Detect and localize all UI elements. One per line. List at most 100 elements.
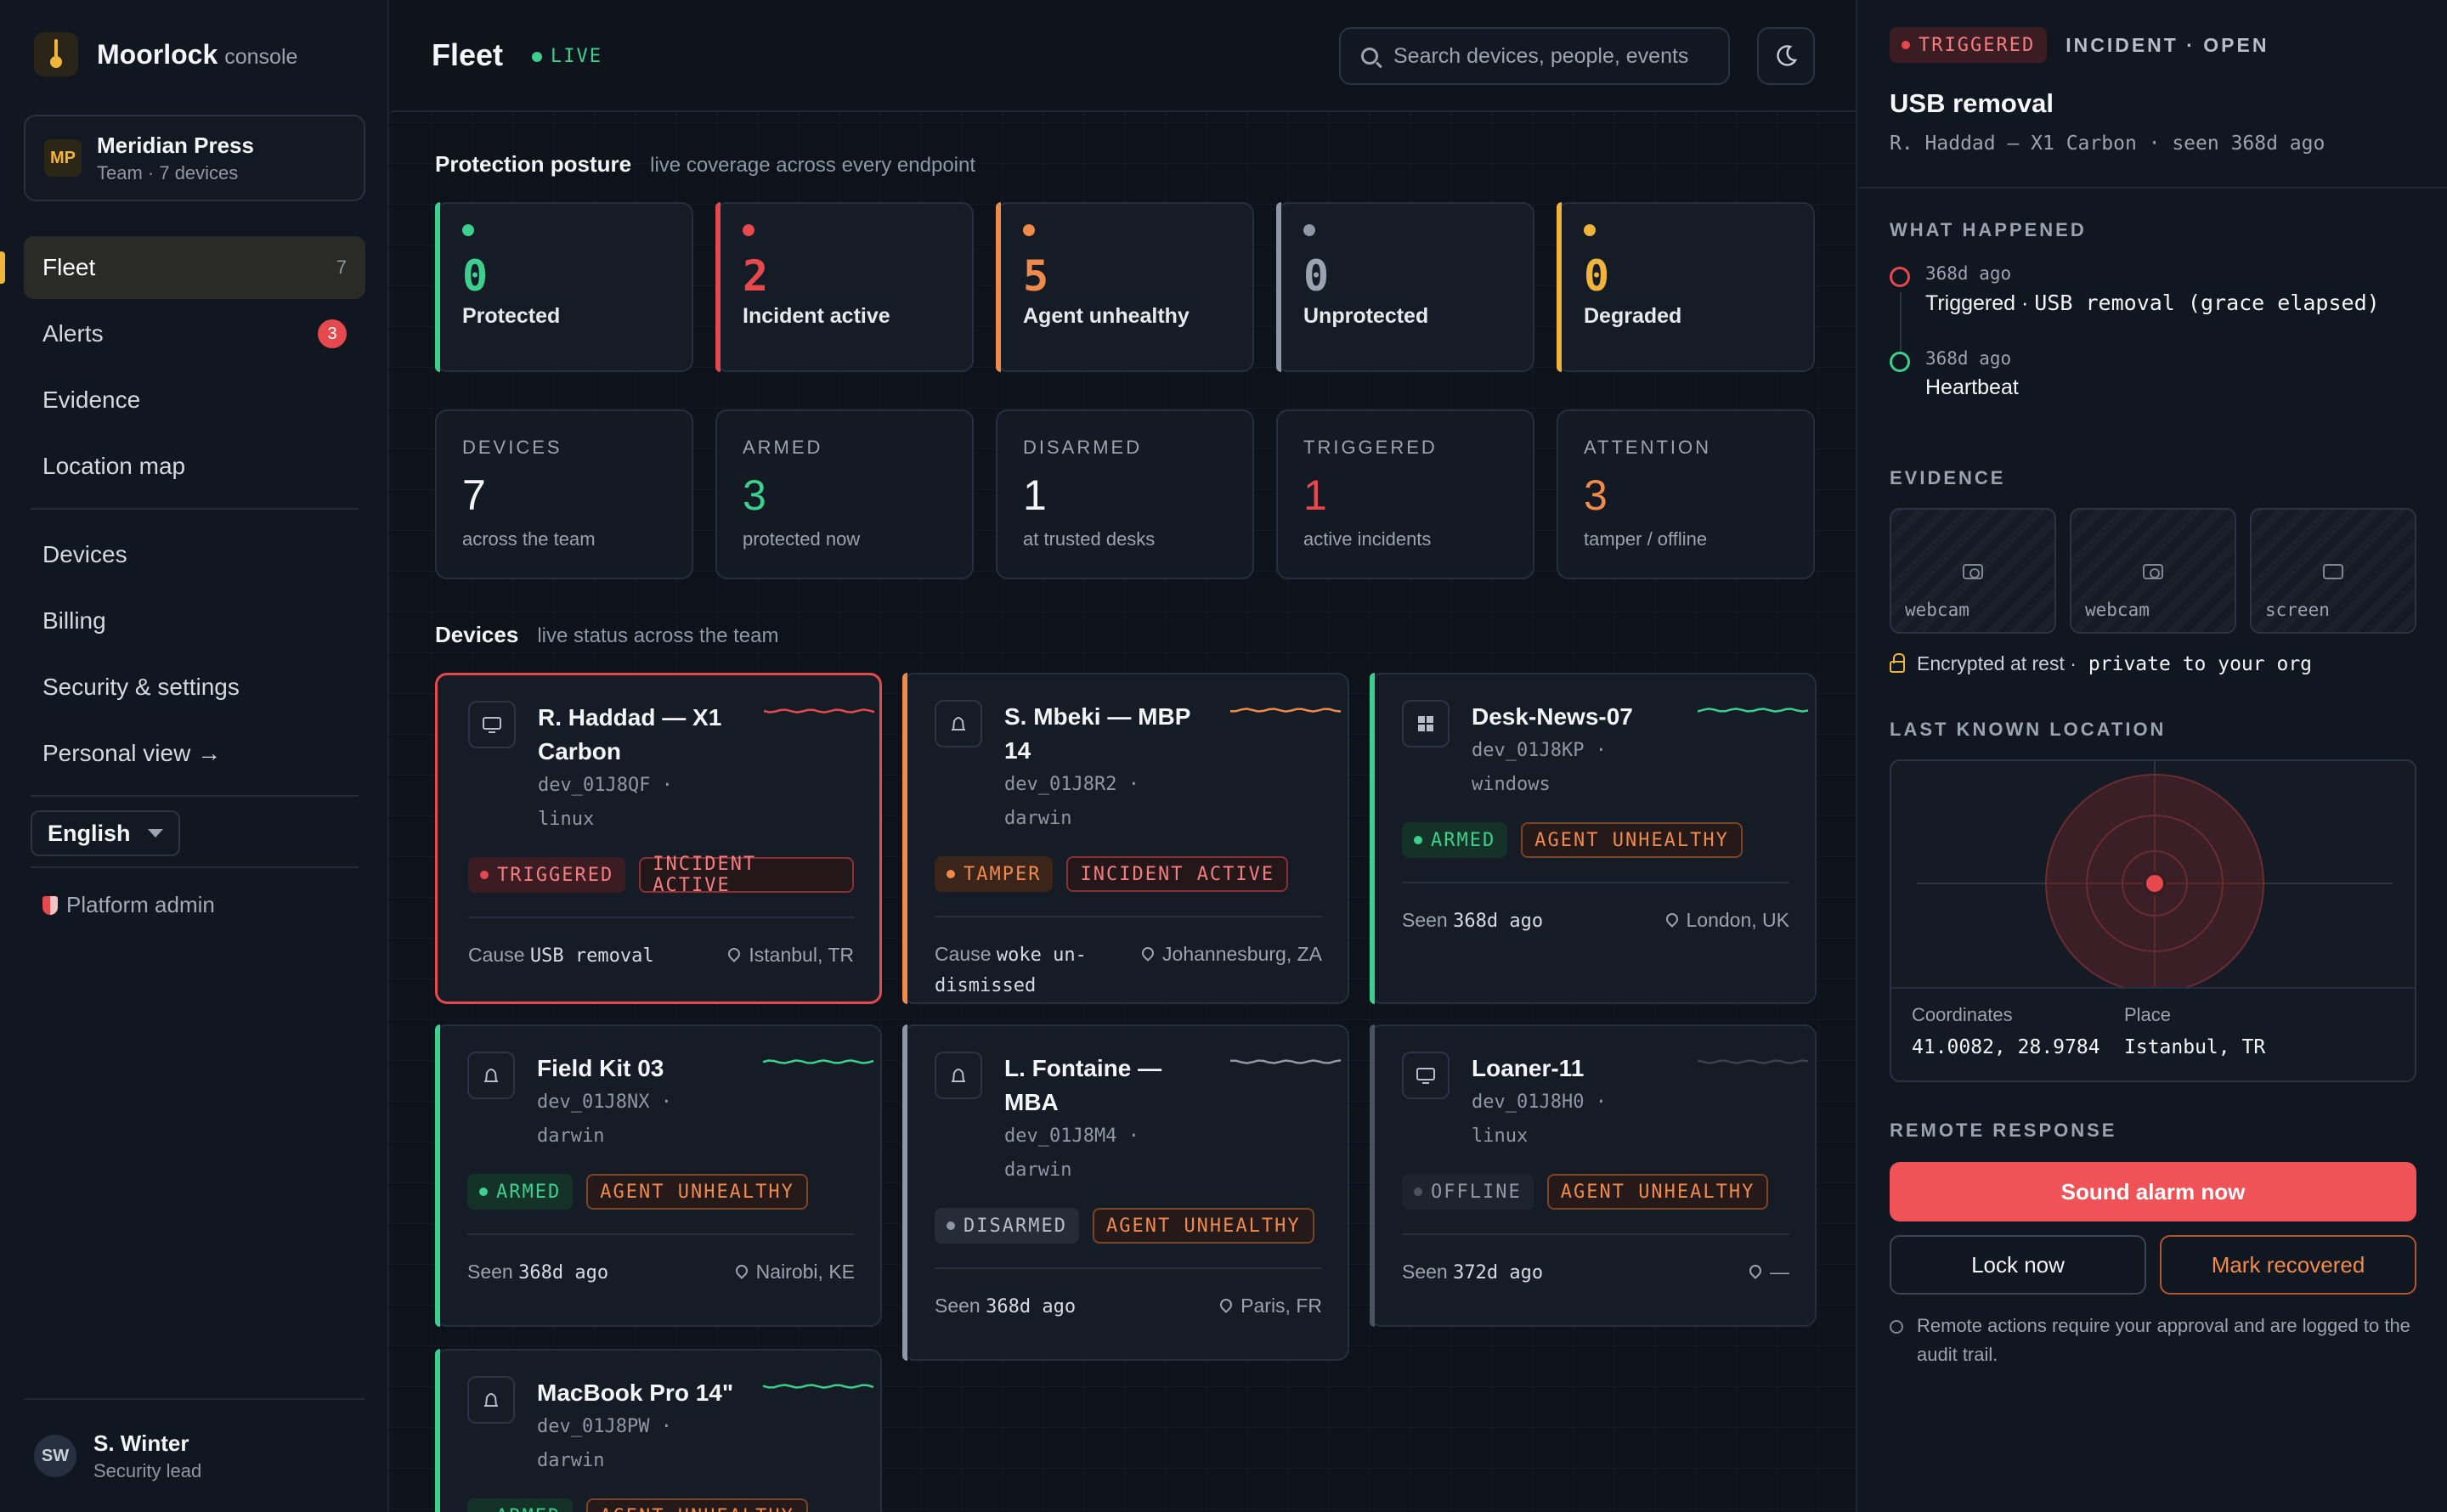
status-badge: DISARMED <box>935 1208 1079 1244</box>
location-label: London, UK <box>1686 909 1789 931</box>
status-badge-label: OFFLINE <box>1431 1181 1522 1203</box>
event-prefix: Heartbeat <box>1925 375 2019 399</box>
posture-value: 0 <box>1303 251 1330 301</box>
place-block: Place Istanbul, TR <box>2124 1004 2265 1058</box>
posture-label: Agent unhealthy <box>1023 304 1190 328</box>
team-sub: Team · 7 devices <box>97 161 239 183</box>
device-footer: Cause woke un-dismissed Johannesburg, ZA <box>935 916 1322 1024</box>
device-location: Johannesburg, ZA <box>1139 939 1322 1001</box>
sound-alarm-button[interactable]: Sound alarm now <box>1890 1162 2416 1221</box>
stat-value: 3 <box>743 471 766 519</box>
device-id-value: dev_01J8R2 · <box>1004 774 1139 795</box>
encrypted-value: private to your org <box>2088 652 2313 675</box>
location-map[interactable]: Coordinates 41.0082, 28.9784 Place Istan… <box>1890 759 2416 1082</box>
evidence-label: webcam <box>2085 600 2150 620</box>
chevron-down-icon <box>148 829 163 838</box>
mark-recovered-button[interactable]: Mark recovered <box>2160 1235 2416 1295</box>
stat-caption: ARMED <box>743 437 823 458</box>
platform-admin-link[interactable]: Platform admin <box>42 892 365 918</box>
posture-value: 0 <box>1584 251 1610 301</box>
windows-icon <box>1402 700 1450 748</box>
footer-value: USB removal <box>529 945 654 967</box>
evidence-tile-webcam[interactable]: webcam <box>1890 508 2056 634</box>
device-name: Loaner-11 <box>1472 1055 1585 1081</box>
encrypted-label: Encrypted at rest · <box>1917 652 2077 674</box>
search-input[interactable] <box>1393 43 1708 69</box>
device-card[interactable]: Desk-News-07 dev_01J8KP · windows ARMED AGEN… <box>1370 673 1817 1004</box>
nav-item-evidence[interactable]: Evidence <box>24 369 365 432</box>
team-switcher[interactable]: MP Meridian Press Team · 7 devices <box>24 115 365 201</box>
status-badge: AGENT UNHEALTHY <box>1092 1208 1314 1244</box>
nav-item-billing[interactable]: Billing <box>24 590 365 652</box>
brand[interactable]: Moorlock console <box>34 32 297 76</box>
device-tags: ARMED AGENT UNHEALTHY <box>467 1174 855 1210</box>
device-id-value: dev_01J8PW · <box>537 1416 672 1437</box>
evidence-tile-webcam[interactable]: webcam <box>2070 508 2236 634</box>
posture-card[interactable]: 0 Degraded <box>1557 202 1815 372</box>
activity-sparkline <box>1698 1059 1809 1064</box>
incident-subtitle: R. Haddad — X1 Carbon · seen 368d ago <box>1890 133 2325 155</box>
evidence-caption: EVIDENCE <box>1890 467 2006 488</box>
device-tags: ARMED AGENT UNHEALTHY <box>1402 822 1789 858</box>
apple-icon <box>467 1052 515 1099</box>
evidence-tile-screen[interactable]: screen <box>2250 508 2416 634</box>
nav-item-fleet[interactable]: Fleet 7 <box>0 236 365 299</box>
footer-value: 368d ago <box>518 1262 609 1284</box>
incident-title: USB removal <box>1890 88 2054 118</box>
live-label: LIVE <box>551 46 602 67</box>
posture-card[interactable]: 0 Unprotected <box>1276 202 1534 372</box>
nav-item-location-map[interactable]: Location map <box>24 435 365 498</box>
device-id-value: dev_01J8M4 · <box>1004 1126 1139 1147</box>
map-visual[interactable] <box>1891 761 2415 989</box>
footer-label: Seen <box>1402 1261 1448 1283</box>
posture-card[interactable]: 0 Protected <box>435 202 693 372</box>
language-select[interactable]: English <box>31 810 180 856</box>
nav-divider <box>31 795 359 797</box>
coordinates-block: Coordinates 41.0082, 28.9784 <box>1912 1004 2100 1058</box>
device-card[interactable]: Field Kit 03 dev_01J8NX · darwin ARMED AGENT… <box>435 1024 882 1327</box>
timeline-event: 368d ago Triggered · USB removal (grace … <box>1890 263 2380 316</box>
main-nav: Fleet 7 Alerts 3 Evidence Location map D… <box>0 236 365 918</box>
alerts-badge: 3 <box>318 319 347 348</box>
stat-sub: tamper / offline <box>1584 528 1708 550</box>
encryption-note: Encrypted at rest · private to your org <box>1890 652 2312 675</box>
device-tags: DISARMED AGENT UNHEALTHY <box>935 1208 1322 1244</box>
status-badge-label: AGENT UNHEALTHY <box>1534 829 1729 851</box>
stat-card: TRIGGERED 1 active incidents <box>1276 409 1534 579</box>
incident-status-badge: TRIGGERED <box>1890 27 2048 63</box>
device-id-value: dev_01J8QF · <box>538 775 673 796</box>
stat-sub: at trusted desks <box>1023 528 1156 550</box>
posture-subtitle: live coverage across every endpoint <box>650 154 976 177</box>
device-card[interactable]: MacBook Pro 14" dev_01J8PW · darwin ARMED AG… <box>435 1349 882 1512</box>
user-profile[interactable]: SW S. Winter Security lead <box>24 1398 365 1512</box>
nav-item-label: Location map <box>42 453 186 479</box>
status-badge-label: TAMPER <box>964 863 1042 885</box>
place-value: Istanbul, TR <box>2124 1036 2266 1058</box>
location-caption: LAST KNOWN LOCATION <box>1890 719 2167 740</box>
device-card[interactable]: Loaner-11 dev_01J8H0 · linux OFFLINE AGENT U… <box>1370 1024 1817 1327</box>
theme-toggle-button[interactable] <box>1757 27 1815 85</box>
nav-item-personal-view[interactable]: Personal view → <box>24 722 365 785</box>
posture-card[interactable]: 2 Incident active <box>715 202 974 372</box>
nav-item-alerts[interactable]: Alerts 3 <box>24 302 365 365</box>
device-accent-bar <box>1370 1024 1375 1327</box>
status-badge: TRIGGERED <box>468 857 626 893</box>
search-box[interactable] <box>1339 27 1730 85</box>
device-card[interactable]: R. Haddad — X1 Carbon dev_01J8QF · linux TR… <box>435 673 882 1004</box>
device-card[interactable]: S. Mbeki — MBP 14 dev_01J8R2 · darwin TAMPE… <box>902 673 1349 1004</box>
device-id-value: dev_01J8KP · <box>1472 740 1607 761</box>
stat-card: DISARMED 1 at trusted desks <box>996 409 1254 579</box>
lock-now-button[interactable]: Lock now <box>1890 1235 2146 1295</box>
device-card[interactable]: L. Fontaine — MBA dev_01J8M4 · darwin DISAR… <box>902 1024 1349 1361</box>
brand-sub: console <box>224 44 298 69</box>
nav-item-devices[interactable]: Devices <box>24 523 365 586</box>
map-pin-icon <box>1663 911 1681 928</box>
posture-card[interactable]: 5 Agent unhealthy <box>996 202 1254 372</box>
evidence-label: webcam <box>1905 600 1969 620</box>
live-dot-icon <box>532 51 542 62</box>
activity-sparkline <box>1230 1059 1342 1064</box>
status-badge: TAMPER <box>935 856 1054 892</box>
posture-accent-bar <box>1276 202 1281 372</box>
monitor-icon <box>468 701 516 748</box>
nav-item-security-settings[interactable]: Security & settings <box>24 656 365 719</box>
